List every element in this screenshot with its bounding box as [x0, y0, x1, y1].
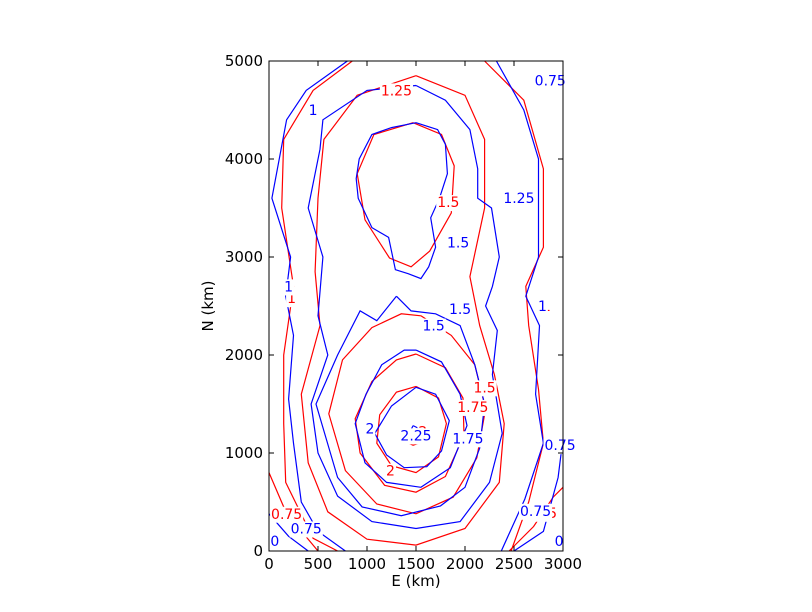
- contour-label-background: [436, 195, 461, 212]
- x-tick-label: 1500: [397, 555, 435, 573]
- red-contour-label: 1.25: [381, 83, 412, 99]
- red-contour-label: 1.5: [437, 195, 459, 211]
- red-contour-label: 1.75: [457, 400, 488, 416]
- blue-contour-label: 0.75: [535, 74, 566, 90]
- contour-label-background: [270, 506, 304, 523]
- blue-contour-label: 0.75: [520, 504, 551, 520]
- y-tick-label: 2000: [225, 346, 263, 364]
- contour-label-background: [364, 421, 376, 438]
- contour-label-background: [456, 399, 490, 416]
- blue-contour-line: [355, 122, 449, 280]
- x-tick-label: 2500: [495, 555, 533, 573]
- plot-area-background: [269, 61, 563, 551]
- contour-label-background: [421, 318, 446, 335]
- contour-label-background: [385, 463, 396, 480]
- blue-contour-label: 1: [538, 299, 547, 315]
- contour-label-background: [553, 534, 565, 551]
- y-tick-label: 0: [253, 542, 263, 560]
- contour-label-background: [307, 103, 319, 119]
- red-contour-line: [356, 122, 455, 268]
- red-contour-label: 2: [386, 464, 395, 480]
- contour-label-background: [451, 431, 485, 448]
- contour-label-background: [447, 301, 473, 318]
- y-tick-label: 1000: [225, 444, 263, 462]
- red-contour-line: [376, 385, 448, 474]
- blue-contour-label: 1.5: [423, 319, 445, 335]
- contour-label-background: [533, 73, 567, 90]
- blue-contour-label: 1.75: [452, 431, 483, 447]
- blue-contour-line: [374, 386, 450, 469]
- contour-label-background: [379, 83, 413, 100]
- blue-contour-label: 2: [365, 422, 374, 438]
- x-tick-label: 0: [264, 555, 274, 573]
- red-contour-label: 1.5: [473, 380, 495, 396]
- blue-contour-line: [271, 60, 348, 552]
- blue-contour-line: [354, 349, 468, 488]
- blue-contour-line: [315, 295, 486, 517]
- blue-contour-label: 0.75: [291, 521, 322, 537]
- x-axis-ticks: 0 500 1000 1500 2000 2500 3000: [264, 61, 582, 573]
- blue-contour-line: [495, 60, 545, 552]
- contour-labels-layer: 1.251.5111.51.75220.750.7510.751.251.511…: [269, 73, 577, 551]
- contour-label-background: [518, 503, 553, 520]
- contour-label-background: [269, 534, 281, 551]
- blue-contour-label: 2.25: [400, 428, 431, 444]
- blue-contour-label: 1: [284, 279, 293, 295]
- x-tick-label: 3000: [544, 555, 582, 573]
- x-tick-label: 1000: [348, 555, 386, 573]
- y-tick-label: 5000: [225, 52, 263, 70]
- contour-label-background: [446, 235, 471, 252]
- red-contour-line: [484, 60, 545, 552]
- blue-contour-label: 1.25: [503, 191, 534, 207]
- blue-contour-label: 0: [270, 534, 279, 550]
- red-contour-label: 0.75: [271, 507, 302, 523]
- red-contour-line: [300, 75, 505, 546]
- blue-contour-label: 0.75: [544, 438, 575, 454]
- y-tick-label: 4000: [225, 150, 263, 168]
- contour-label-background: [472, 380, 497, 397]
- contour-label-background: [399, 428, 433, 445]
- contour-label-background: [536, 299, 548, 315]
- x-tick-label: 500: [304, 555, 333, 573]
- y-axis-ticks: 0 1000 2000 3000 4000 5000: [225, 52, 563, 560]
- blue-contour-label: 1.5: [447, 235, 469, 251]
- blue-contour-label: 1: [309, 103, 318, 119]
- y-axis-title: N (km): [199, 281, 217, 332]
- x-tick-label: 2000: [446, 555, 484, 573]
- x-axis-title: E (km): [391, 572, 440, 590]
- red-contour-label: 1: [287, 291, 296, 307]
- contour-label-background: [502, 191, 536, 208]
- y-tick-label: 3000: [225, 248, 263, 266]
- blue-contour-line: [307, 84, 503, 530]
- contour-label-background: [289, 521, 323, 538]
- contour-label-background: [283, 279, 295, 296]
- contour-label-background: [543, 438, 577, 455]
- blue-contour-label: 1.5: [449, 302, 471, 318]
- contour-label-background: [286, 291, 298, 308]
- blue-contour-label: 0: [555, 534, 564, 550]
